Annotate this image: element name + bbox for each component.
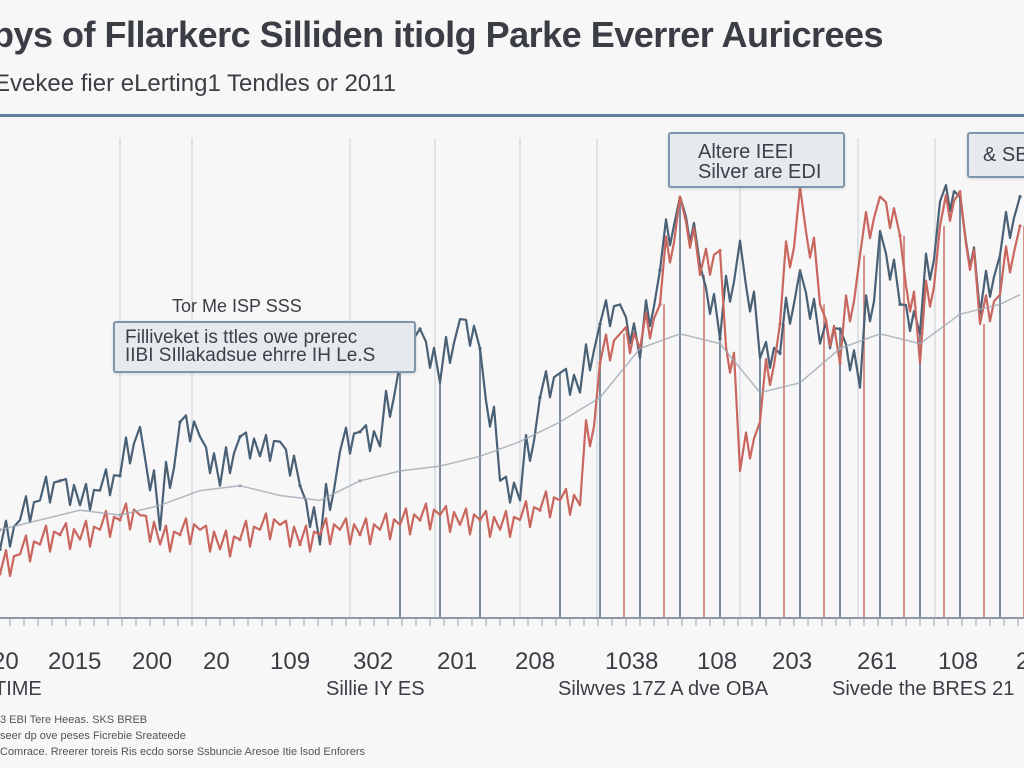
x-label-3: Sivede the BRES 21: [832, 678, 1015, 700]
annotation-callout-left: Filliveket is ttles owe prerec IIBI SIll…: [113, 321, 416, 373]
data-point: [898, 234, 902, 238]
data-point: [298, 542, 302, 547]
data-point: [838, 327, 842, 331]
data-point: [898, 302, 902, 306]
data-point: [778, 351, 782, 355]
callout-line-1: Altere IEEI: [698, 141, 794, 163]
data-point: [118, 474, 122, 478]
callout-line-2: IIBI SIllakadsue ehrre IH Le.S: [125, 345, 376, 366]
callout-line-1: Filliveket is ttles owe prerec: [125, 327, 358, 348]
x-tick-label: 20: [203, 648, 230, 675]
chart-subtitle: Evekee fier eLerting1 Tendles or 2011: [0, 70, 397, 97]
data-point: [718, 248, 722, 253]
vertical-spikes: [399, 196, 1024, 618]
data-point: [598, 361, 602, 365]
series-line: [0, 183, 1022, 550]
series-line: [0, 293, 1021, 531]
data-point: [238, 538, 242, 542]
data-point: [118, 513, 122, 517]
data-point: [838, 361, 842, 365]
data-point: [478, 454, 482, 458]
x-tick-label: 201: [437, 648, 478, 675]
x-tick-label: 302: [353, 648, 394, 675]
data-point: [178, 420, 182, 424]
data-point: [538, 395, 542, 400]
data-point: [0, 572, 2, 576]
data-point: [358, 430, 362, 434]
x-tick-label: 208: [515, 648, 556, 675]
data-point: [838, 346, 842, 351]
x-tick-label: 108: [938, 648, 979, 675]
series-line: [0, 185, 1022, 578]
data-point: [298, 484, 302, 488]
line-chart: [0, 138, 1024, 626]
x-label-time: TIME: [0, 678, 42, 700]
data-point: [358, 479, 362, 483]
data-point: [718, 342, 722, 346]
header-rule: [0, 114, 1024, 117]
data-point: [238, 435, 242, 439]
data-point: [58, 479, 62, 483]
data-point: [418, 327, 422, 331]
data-point: [238, 484, 242, 488]
data-point: [1018, 224, 1022, 228]
x-tick-label: 1038: [605, 648, 659, 675]
data-point: [118, 518, 122, 522]
data-point: [478, 346, 482, 351]
data-point: [478, 518, 482, 522]
x-tick-label: 108: [697, 648, 738, 675]
x-tick-label: 261: [857, 648, 898, 675]
data-point: [778, 322, 782, 326]
x-tick-label: 203: [772, 648, 813, 675]
annotation-label: Tor Me ISP SSS: [172, 296, 302, 316]
x-tick-label: 2015: [48, 648, 102, 675]
x-tick-label: 2: [1016, 648, 1024, 675]
data-point: [538, 508, 542, 512]
data-point: [0, 528, 2, 532]
data-point: [958, 190, 962, 194]
callout-line-2: Silver are EDI: [698, 161, 822, 183]
annotation-callout-right: & SB: [967, 132, 1024, 178]
data-point: [418, 518, 422, 522]
footer-line-3: Comrace. Rreerer toreis Ris ecdo sorse S…: [0, 746, 365, 758]
series-lines: [0, 183, 1022, 578]
data-point: [178, 533, 182, 537]
data-point: [598, 395, 602, 400]
footer-line-1: 3 EBI Tere Heeas. SKS BREB: [0, 714, 148, 726]
x-label-2: Silwves 17Z A dve OBA: [558, 678, 769, 700]
grid-lines: [119, 138, 936, 618]
data-point: [958, 312, 962, 316]
x-label-1: Sillie IY ES: [326, 678, 425, 700]
annotation-callout-mid: Altere IEEI Silver are EDI: [668, 132, 845, 188]
x-tick-label: 109: [270, 648, 311, 675]
footer-line-2: seer dp ove peses Ficrebie Sreateede: [0, 730, 186, 742]
data-point: [718, 337, 722, 341]
x-tick-label: 20: [0, 648, 19, 675]
data-point: [658, 302, 662, 306]
data-point: [0, 547, 2, 551]
x-axis-ticks: [9, 618, 1019, 626]
x-tick-label: 200: [132, 648, 173, 675]
data-point: [358, 533, 362, 537]
data-point: [598, 322, 602, 326]
data-point: [658, 268, 662, 272]
data-point: [1018, 195, 1022, 199]
data-point: [58, 533, 62, 537]
chart-title: bys of Fllarkerc Silliden itiolg Parke E…: [0, 14, 884, 55]
